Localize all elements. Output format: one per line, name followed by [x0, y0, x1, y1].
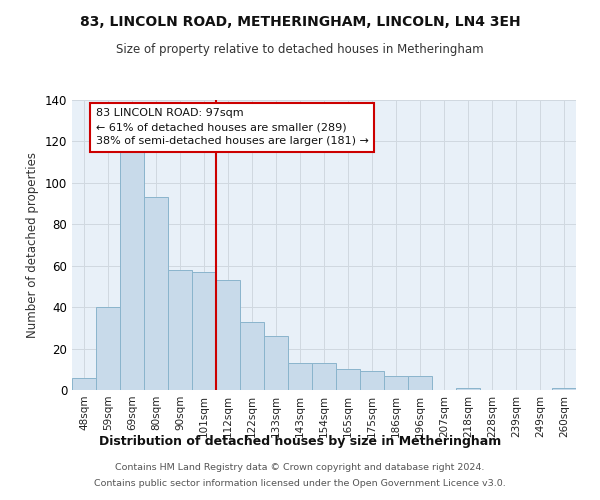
Bar [408, 376, 432, 390]
Bar [216, 280, 240, 390]
Bar [288, 363, 312, 390]
Text: Distribution of detached houses by size in Metheringham: Distribution of detached houses by size … [99, 435, 501, 448]
Y-axis label: Number of detached properties: Number of detached properties [26, 152, 39, 338]
Bar [96, 307, 120, 390]
Bar [144, 198, 168, 390]
Text: 83 LINCOLN ROAD: 97sqm
← 61% of detached houses are smaller (289)
38% of semi-de: 83 LINCOLN ROAD: 97sqm ← 61% of detached… [96, 108, 369, 146]
Bar [456, 388, 480, 390]
Bar [120, 152, 144, 390]
Text: Size of property relative to detached houses in Metheringham: Size of property relative to detached ho… [116, 42, 484, 56]
Bar [384, 376, 408, 390]
Text: Contains public sector information licensed under the Open Government Licence v3: Contains public sector information licen… [94, 478, 506, 488]
Bar [360, 372, 384, 390]
Bar [192, 272, 216, 390]
Bar [240, 322, 264, 390]
Bar [336, 370, 360, 390]
Text: Contains HM Land Registry data © Crown copyright and database right 2024.: Contains HM Land Registry data © Crown c… [115, 464, 485, 472]
Text: 83, LINCOLN ROAD, METHERINGHAM, LINCOLN, LN4 3EH: 83, LINCOLN ROAD, METHERINGHAM, LINCOLN,… [80, 15, 520, 29]
Bar [264, 336, 288, 390]
Bar [552, 388, 576, 390]
Bar [312, 363, 336, 390]
Bar [72, 378, 96, 390]
Bar [168, 270, 192, 390]
